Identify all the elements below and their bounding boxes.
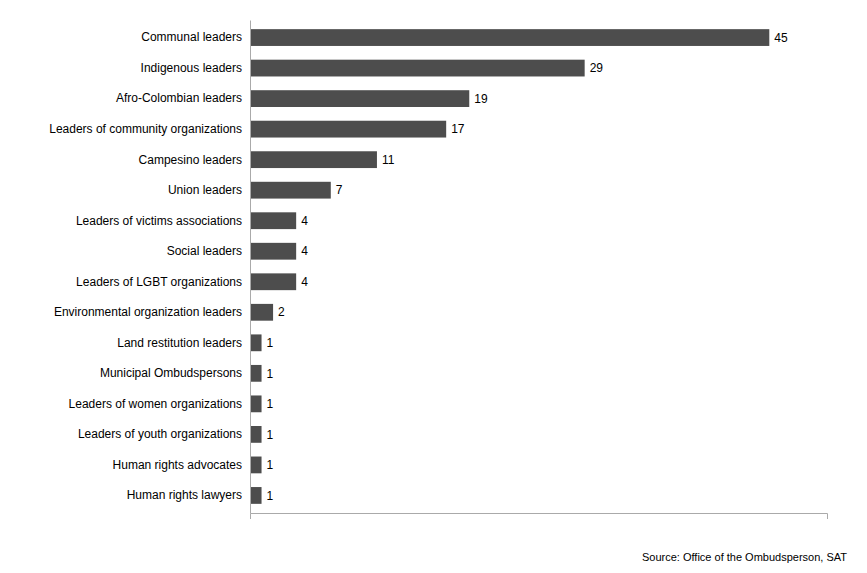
y-tick: Municipal Ombudspersons: [100, 366, 250, 380]
bar: [250, 243, 296, 260]
bar: [250, 273, 296, 290]
y-tick: Environmental organization leaders: [54, 305, 250, 319]
data-label: 1: [267, 336, 274, 350]
y-tick-label: Campesino leaders: [139, 152, 242, 166]
data-label: 4: [301, 244, 308, 258]
y-tick: Afro-Colombian leaders: [116, 91, 250, 105]
annotations: Source: Office of the Ombudsperson, SAT: [642, 551, 847, 563]
y-tick: Communal leaders: [141, 30, 250, 44]
y-tick-label: Communal leaders: [141, 30, 242, 44]
y-tick: Union leaders: [168, 183, 250, 197]
y-tick-label: Union leaders: [168, 183, 242, 197]
y-tick-label: Leaders of women organizations: [69, 397, 242, 411]
data-label: 1: [267, 458, 274, 472]
y-tick-label: Leaders of victims associations: [76, 214, 242, 228]
data-label: 1: [267, 489, 274, 503]
plot: 111111244471117192945Human rights lawyer…: [49, 21, 827, 520]
bar: [250, 365, 262, 382]
chart: 111111244471117192945Human rights lawyer…: [0, 0, 867, 573]
data-label: 7: [336, 183, 343, 197]
bar: [250, 121, 446, 138]
y-tick: Leaders of youth organizations: [78, 427, 250, 441]
y-tick: Leaders of victims associations: [76, 214, 250, 228]
bar: [250, 457, 262, 474]
y-tick: Leaders of community organizations: [49, 122, 250, 136]
y-tick-label: Municipal Ombudspersons: [100, 366, 242, 380]
data-labels: 111111244471117192945: [267, 31, 788, 503]
data-label: 19: [474, 92, 488, 106]
y-tick-label: Leaders of youth organizations: [78, 427, 242, 441]
y-tick-label: Environmental organization leaders: [54, 305, 242, 319]
y-tick: Leaders of LGBT organizations: [76, 275, 250, 289]
bar: [250, 60, 585, 77]
y-tick-label: Human rights advocates: [113, 458, 242, 472]
data-label: 2: [278, 305, 285, 319]
bar: [250, 304, 273, 321]
bar: [250, 395, 262, 412]
y-tick: Leaders of women organizations: [69, 397, 250, 411]
y-tick: Human rights lawyers: [127, 488, 250, 502]
y-tick: Human rights advocates: [113, 458, 250, 472]
data-label: 4: [301, 214, 308, 228]
bars: [250, 29, 769, 504]
y-tick: Indigenous leaders: [141, 61, 250, 75]
data-label: 29: [590, 61, 604, 75]
y-tick-label: Afro-Colombian leaders: [116, 91, 242, 105]
y-tick-label: Land restitution leaders: [117, 336, 242, 350]
data-label: 1: [267, 428, 274, 442]
data-label: 45: [774, 31, 788, 45]
y-tick: Social leaders: [167, 244, 250, 258]
bar: [250, 426, 262, 443]
y-tick-label: Social leaders: [167, 244, 242, 258]
data-label: 17: [451, 122, 465, 136]
y-tick-label: Leaders of LGBT organizations: [76, 275, 242, 289]
bar: [250, 151, 377, 168]
y-tick-label: Indigenous leaders: [141, 61, 242, 75]
y-tick: Campesino leaders: [139, 152, 250, 166]
x-axis: [251, 514, 828, 520]
y-axis: Human rights lawyers Human rights advocat…: [49, 21, 250, 514]
data-label: 1: [267, 397, 274, 411]
bar: [250, 334, 262, 351]
data-label: 1: [267, 367, 274, 381]
source-note: Source: Office of the Ombudsperson, SAT: [642, 551, 847, 563]
data-label: 11: [382, 153, 395, 167]
bar: [250, 90, 469, 107]
bar: [250, 29, 769, 46]
y-tick: Land restitution leaders: [117, 336, 250, 350]
x-axis-line: [251, 514, 828, 520]
bar: [250, 487, 262, 504]
bar: [250, 182, 331, 199]
y-tick-label: Leaders of community organizations: [49, 122, 242, 136]
y-axis-line: [250, 21, 251, 514]
y-tick-label: Human rights lawyers: [127, 488, 242, 502]
bar: [250, 212, 296, 229]
data-label: 4: [301, 275, 308, 289]
